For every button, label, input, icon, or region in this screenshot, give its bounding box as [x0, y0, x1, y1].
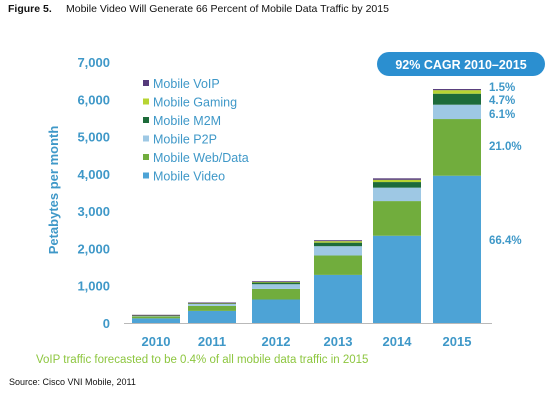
figure-title: Mobile Video Will Generate 66 Percent of… [66, 3, 389, 15]
bar-segment-mobile-voip-2013 [314, 240, 362, 242]
legend-swatch-mobile-voip [143, 80, 149, 86]
x-tick-label: 2013 [324, 334, 353, 349]
cagr-badge-text: 92% CAGR 2010–2015 [395, 58, 526, 72]
legend-label-mobile-web-data: Mobile Web/Data [153, 151, 249, 165]
bar-segment-mobile-video-2013 [314, 274, 362, 323]
legend-label-mobile-p2p: Mobile P2P [153, 133, 217, 147]
bar-segment-mobile-web-data-2014 [373, 201, 421, 236]
source-note: Source: Cisco VNI Mobile, 2011 [9, 377, 136, 387]
bar-segment-mobile-video-2010 [132, 318, 180, 323]
bar-segment-mobile-web-data-2012 [252, 288, 300, 300]
chart-note: VoIP traffic forecasted to be 0.4% of al… [36, 354, 369, 366]
bar-segment-mobile-web-data-2013 [314, 255, 362, 275]
y-tick-label: 7,000 [77, 55, 110, 70]
y-tick-label: 6,000 [77, 92, 110, 107]
legend-label-mobile-video: Mobile Video [153, 170, 225, 184]
bar-segment-mobile-m2m-2012 [252, 282, 300, 285]
bar-segment-mobile-gaming-2013 [314, 241, 362, 243]
bar-segment-mobile-gaming-2015 [433, 90, 481, 94]
bar-segment-mobile-web-data-2015 [433, 119, 481, 176]
share-label-2015: 21.0% [489, 141, 522, 153]
bar-segment-mobile-video-2014 [373, 235, 421, 323]
bar-segment-mobile-p2p-2012 [252, 284, 300, 289]
share-label-2015: 66.4% [489, 235, 522, 247]
bar-segment-mobile-gaming-2014 [373, 179, 421, 183]
y-tick-label: 5,000 [77, 130, 110, 145]
legend-swatch-mobile-m2m [143, 117, 149, 123]
figure-heading: Figure 5. Mobile Video Will Generate 66 P… [8, 3, 389, 15]
legend-label-mobile-gaming: Mobile Gaming [153, 96, 237, 110]
x-tick-label: 2011 [198, 334, 226, 349]
bar-segment-mobile-voip-2015 [433, 89, 481, 91]
bar-segment-mobile-p2p-2011 [188, 303, 236, 306]
bar-segment-mobile-p2p-2014 [373, 187, 421, 202]
bar-segment-mobile-web-data-2010 [132, 316, 180, 319]
share-label-2015: 6.1% [489, 109, 515, 121]
y-tick-label: 0 [103, 316, 110, 331]
x-tick-label: 2012 [262, 334, 291, 349]
x-tick-label: 2010 [142, 334, 171, 349]
figure-number: Figure 5. [8, 3, 52, 15]
bar-segment-mobile-voip-2012 [252, 281, 300, 283]
legend-label-mobile-m2m: Mobile M2M [153, 114, 221, 128]
bar-segment-mobile-voip-2010 [132, 314, 180, 316]
bar-segment-mobile-video-2011 [188, 310, 236, 323]
legend-label-mobile-voip: Mobile VoIP [153, 77, 220, 91]
bar-segment-mobile-voip-2011 [188, 302, 236, 304]
x-tick-label: 2015 [443, 334, 472, 349]
cagr-badge [377, 52, 545, 76]
bar-segment-mobile-m2m-2015 [433, 93, 481, 105]
legend-swatch-mobile-gaming [143, 98, 149, 105]
bar-segment-mobile-voip-2014 [373, 178, 421, 180]
bar-segment-mobile-m2m-2014 [373, 182, 421, 188]
legend-swatch-mobile-web-data [143, 154, 149, 160]
y-tick-label: 1,000 [77, 279, 110, 294]
x-tick-label: 2014 [383, 334, 413, 349]
bar-segment-mobile-p2p-2015 [433, 104, 481, 120]
bar-segment-mobile-gaming-2012 [252, 281, 300, 283]
share-label-2015: 4.7% [489, 95, 515, 107]
y-tick-label: 4,000 [77, 167, 110, 182]
y-tick-label: 3,000 [77, 204, 110, 219]
bar-segment-mobile-p2p-2013 [314, 246, 362, 256]
y-tick-label: 2,000 [77, 241, 110, 256]
bar-segment-mobile-video-2015 [433, 175, 481, 323]
bar-segment-mobile-video-2012 [252, 299, 300, 323]
legend-swatch-mobile-video [143, 172, 149, 179]
y-axis-label: Petabytes per month [46, 126, 61, 255]
bar-segment-mobile-m2m-2013 [314, 242, 362, 247]
bar-segment-mobile-web-data-2011 [188, 305, 236, 311]
legend-swatch-mobile-p2p [143, 135, 149, 142]
share-label-2015: 1.5% [489, 82, 515, 94]
